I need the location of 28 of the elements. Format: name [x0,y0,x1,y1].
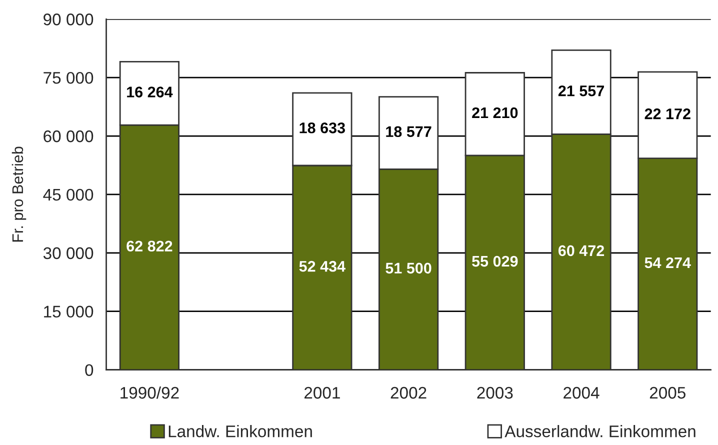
data-label: 54 274 [644,257,691,268]
x-tick-label: 2005 [650,386,686,399]
y-axis-title: Fr. pro Betrieb [12,146,26,242]
data-label: 18 577 [386,126,432,138]
y-tick-label: 15 000 [44,306,94,318]
data-label: 21 210 [472,107,518,118]
legend-label: Ausserlandw. Einkommen [504,425,696,438]
y-tick-label: 30 000 [43,247,94,260]
x-tick-label: 2002 [390,386,426,399]
data-label: 62 822 [126,240,172,252]
y-tick-label: 0 [85,364,94,376]
y-tick-label: 90 000 [44,14,94,26]
x-tick-label: 1990/92 [120,386,179,399]
data-label: 60 472 [558,245,604,256]
data-label: 51 500 [386,262,432,274]
data-label: 55 029 [472,256,518,267]
legend-label: Landw. Einkommen [168,425,312,438]
data-label: 22 172 [644,108,690,120]
data-label: 52 434 [299,260,346,272]
data-label: 16 264 [127,86,173,98]
x-tick-label: 2004 [564,386,600,399]
data-label: 21 557 [558,85,604,96]
x-tick-label: 2003 [477,386,513,399]
y-tick-label: 75 000 [44,72,94,84]
y-tick-label: 45 000 [43,188,94,201]
x-tick-label: 2001 [304,386,340,399]
y-tick-label: 60 000 [44,130,94,142]
data-label: 18 633 [300,122,345,134]
